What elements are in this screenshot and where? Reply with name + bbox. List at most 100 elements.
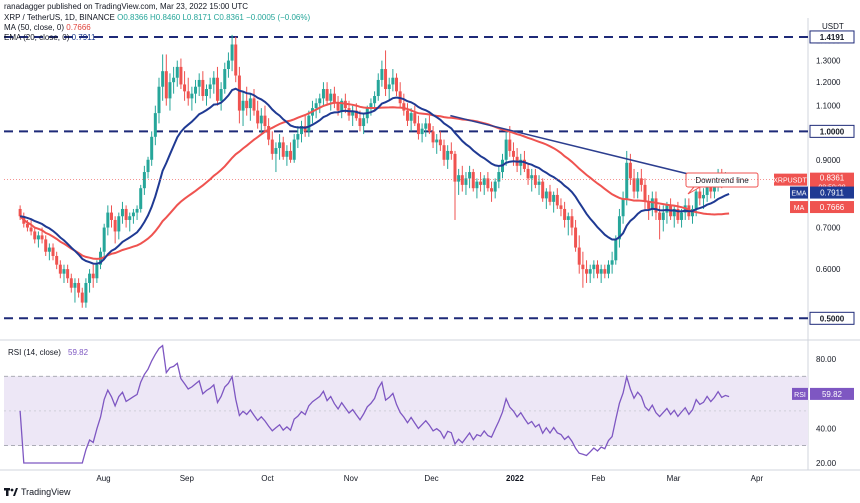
candle-body	[402, 103, 406, 111]
candle-body	[482, 178, 486, 185]
candle-body	[106, 212, 110, 228]
candle-body	[654, 198, 658, 213]
candle-body	[442, 145, 446, 160]
candle-body	[33, 231, 37, 240]
candle	[416, 115, 420, 140]
candle	[457, 168, 461, 195]
candle	[194, 79, 198, 104]
candle	[585, 260, 589, 283]
candle	[533, 168, 537, 189]
price-tick-label: 1.2000	[816, 78, 841, 87]
rsi-tick-label: 20.00	[816, 459, 837, 468]
candle-body	[354, 110, 358, 119]
candle	[650, 191, 654, 217]
candle-body	[493, 181, 497, 192]
indicator-value: 0.7666	[820, 203, 845, 212]
candle-body	[142, 172, 146, 189]
candle-body	[497, 172, 501, 182]
candle-body	[712, 184, 716, 192]
candle-body	[694, 191, 698, 209]
candle-body	[420, 128, 424, 135]
time-tick-label: Nov	[344, 474, 358, 483]
symbol-tag-box	[774, 173, 807, 186]
candle-body	[267, 126, 271, 140]
candle-body	[709, 184, 713, 192]
candle	[128, 212, 132, 232]
candle-body	[62, 269, 66, 274]
candle-body	[566, 216, 570, 220]
candle	[427, 115, 431, 135]
candle-body	[522, 159, 526, 169]
candle	[541, 178, 545, 202]
candle-body	[146, 159, 150, 173]
candle-body	[124, 208, 128, 220]
candle	[475, 178, 479, 199]
candle-body	[621, 198, 625, 217]
candle-body	[179, 66, 183, 85]
candle-body	[592, 264, 596, 270]
candle	[230, 34, 234, 72]
candle	[248, 93, 252, 121]
indicator-value: 0.7911	[820, 189, 844, 198]
candle	[603, 264, 607, 279]
trendline-callout-pointer	[687, 186, 702, 195]
candle-body	[479, 181, 483, 185]
candle-body	[201, 79, 205, 97]
candle-body	[409, 113, 413, 121]
candle-body	[376, 79, 380, 97]
tradingview-brand: TradingView	[21, 487, 71, 497]
candle	[150, 131, 154, 166]
candle-body	[259, 115, 263, 124]
candle-body	[643, 184, 647, 202]
candle-body	[186, 91, 190, 99]
candle	[208, 77, 212, 99]
candle-body	[610, 260, 614, 265]
candle	[289, 142, 293, 163]
candle	[281, 136, 285, 160]
level-label-box	[809, 311, 855, 325]
candle-body	[197, 79, 201, 87]
candle-body	[36, 235, 40, 240]
candle-body	[413, 113, 417, 124]
candle-body	[453, 153, 457, 182]
candle-body	[69, 278, 73, 288]
candle	[548, 184, 552, 206]
candle	[384, 50, 388, 97]
candle-body	[325, 89, 329, 101]
candle-body	[552, 194, 556, 202]
candle	[643, 178, 647, 209]
candle-body	[102, 227, 106, 252]
candle	[632, 168, 636, 199]
candle	[161, 54, 165, 101]
indicator-tag-box	[790, 201, 808, 214]
candle-body	[628, 162, 632, 179]
candle	[325, 82, 329, 106]
candle-body	[380, 69, 384, 80]
candle-body	[135, 208, 139, 213]
level-label: 1.4191	[820, 33, 845, 42]
candle	[694, 184, 698, 217]
candle	[153, 105, 157, 146]
candle	[395, 73, 399, 97]
candle-body	[537, 181, 541, 185]
candle	[464, 172, 468, 195]
candle-body	[563, 208, 567, 220]
candle	[552, 191, 556, 213]
candle	[186, 77, 190, 106]
symbol-legend: XRP / TetherUS, 1D, BINANCE O0.8366 H0.8…	[4, 13, 310, 22]
level-label-box	[809, 30, 855, 44]
candle-body	[504, 139, 508, 160]
candle-body	[581, 264, 585, 270]
candle	[263, 105, 267, 132]
candle	[639, 168, 643, 192]
candle	[625, 150, 629, 206]
candle-body	[639, 178, 643, 185]
candle-body	[153, 113, 157, 137]
candle	[197, 73, 201, 97]
candle-body	[237, 75, 241, 111]
candle-body	[577, 247, 581, 265]
candle-body	[245, 100, 249, 109]
candle-body	[150, 136, 154, 160]
candle	[435, 134, 439, 154]
